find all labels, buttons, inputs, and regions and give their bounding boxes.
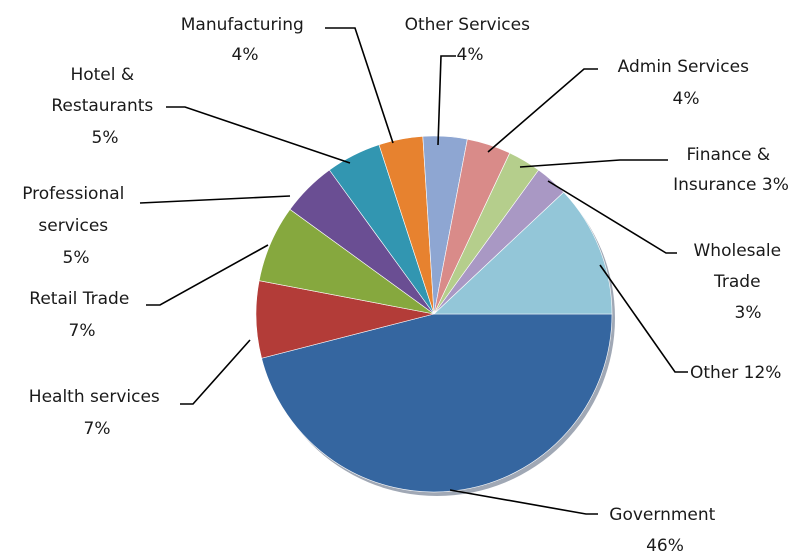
leader-line-manufacturing: [325, 27, 394, 144]
pie-slice-other: [433, 191, 613, 315]
label-other-name: Other 12%: [690, 363, 781, 383]
label-admin-services: Admin Services 4%: [618, 57, 755, 109]
label-health: Health services 7%: [29, 387, 165, 439]
label-admin-services-value: 4%: [673, 89, 700, 109]
label-government-value: 46%: [646, 536, 684, 555]
leader-line-government: [449, 489, 598, 515]
label-wholesale: Wholesale Trade 3%: [693, 241, 786, 323]
label-manufacturing-value: 4%: [232, 45, 259, 65]
label-government: Government 46%: [609, 505, 720, 555]
label-professional: Professional services 5%: [22, 184, 130, 268]
label-finance-name: Finance &: [686, 145, 770, 165]
leader-line-finance: [519, 159, 668, 168]
leader-line-admin-services: [487, 68, 598, 153]
label-other-services: Other Services 4%: [405, 15, 536, 65]
label-hotel: Hotel & Restaurants 5%: [51, 65, 158, 148]
label-professional-value: 5%: [63, 248, 90, 268]
label-other-services-value: 4%: [457, 45, 484, 65]
label-other: Other 12%: [690, 363, 781, 383]
leader-line-other: [599, 264, 688, 373]
leader-line-retail: [146, 244, 269, 306]
label-hotel-value: 5%: [92, 128, 119, 148]
label-health-name: Health services: [29, 387, 160, 407]
label-hotel-name: Hotel &: [70, 65, 134, 85]
leader-lines: [139, 27, 688, 515]
label-hotel-name-2: Restaurants: [51, 96, 153, 116]
label-wholesale-value: 3%: [735, 303, 762, 323]
label-other-services-name: Other Services: [405, 15, 531, 35]
label-retail-value: 7%: [69, 321, 96, 341]
label-manufacturing-name: Manufacturing: [181, 15, 304, 35]
slice-labels: Manufacturing 4% Other Services 4% Admin…: [22, 15, 789, 555]
leader-line-health: [180, 339, 251, 405]
label-professional-name-2: services: [38, 216, 108, 236]
label-admin-services-name: Admin Services: [618, 57, 749, 77]
leader-line-professional: [139, 195, 291, 204]
leader-line-wholesale: [547, 180, 677, 254]
label-professional-name: Professional: [22, 184, 124, 204]
label-wholesale-name-2: Trade: [713, 272, 761, 292]
label-finance: Finance & Insurance 3%: [673, 145, 789, 195]
label-wholesale-name: Wholesale: [693, 241, 781, 261]
leader-line-hotel: [166, 106, 351, 164]
label-retail: Retail Trade 7%: [29, 289, 134, 341]
label-manufacturing: Manufacturing 4%: [181, 15, 310, 65]
label-retail-name: Retail Trade: [29, 289, 129, 309]
leader-line-other-services: [437, 55, 456, 146]
label-health-value: 7%: [84, 419, 111, 439]
pie-slices: [255, 135, 615, 496]
label-government-name: Government: [609, 505, 715, 525]
label-finance-value: Insurance 3%: [673, 175, 789, 195]
